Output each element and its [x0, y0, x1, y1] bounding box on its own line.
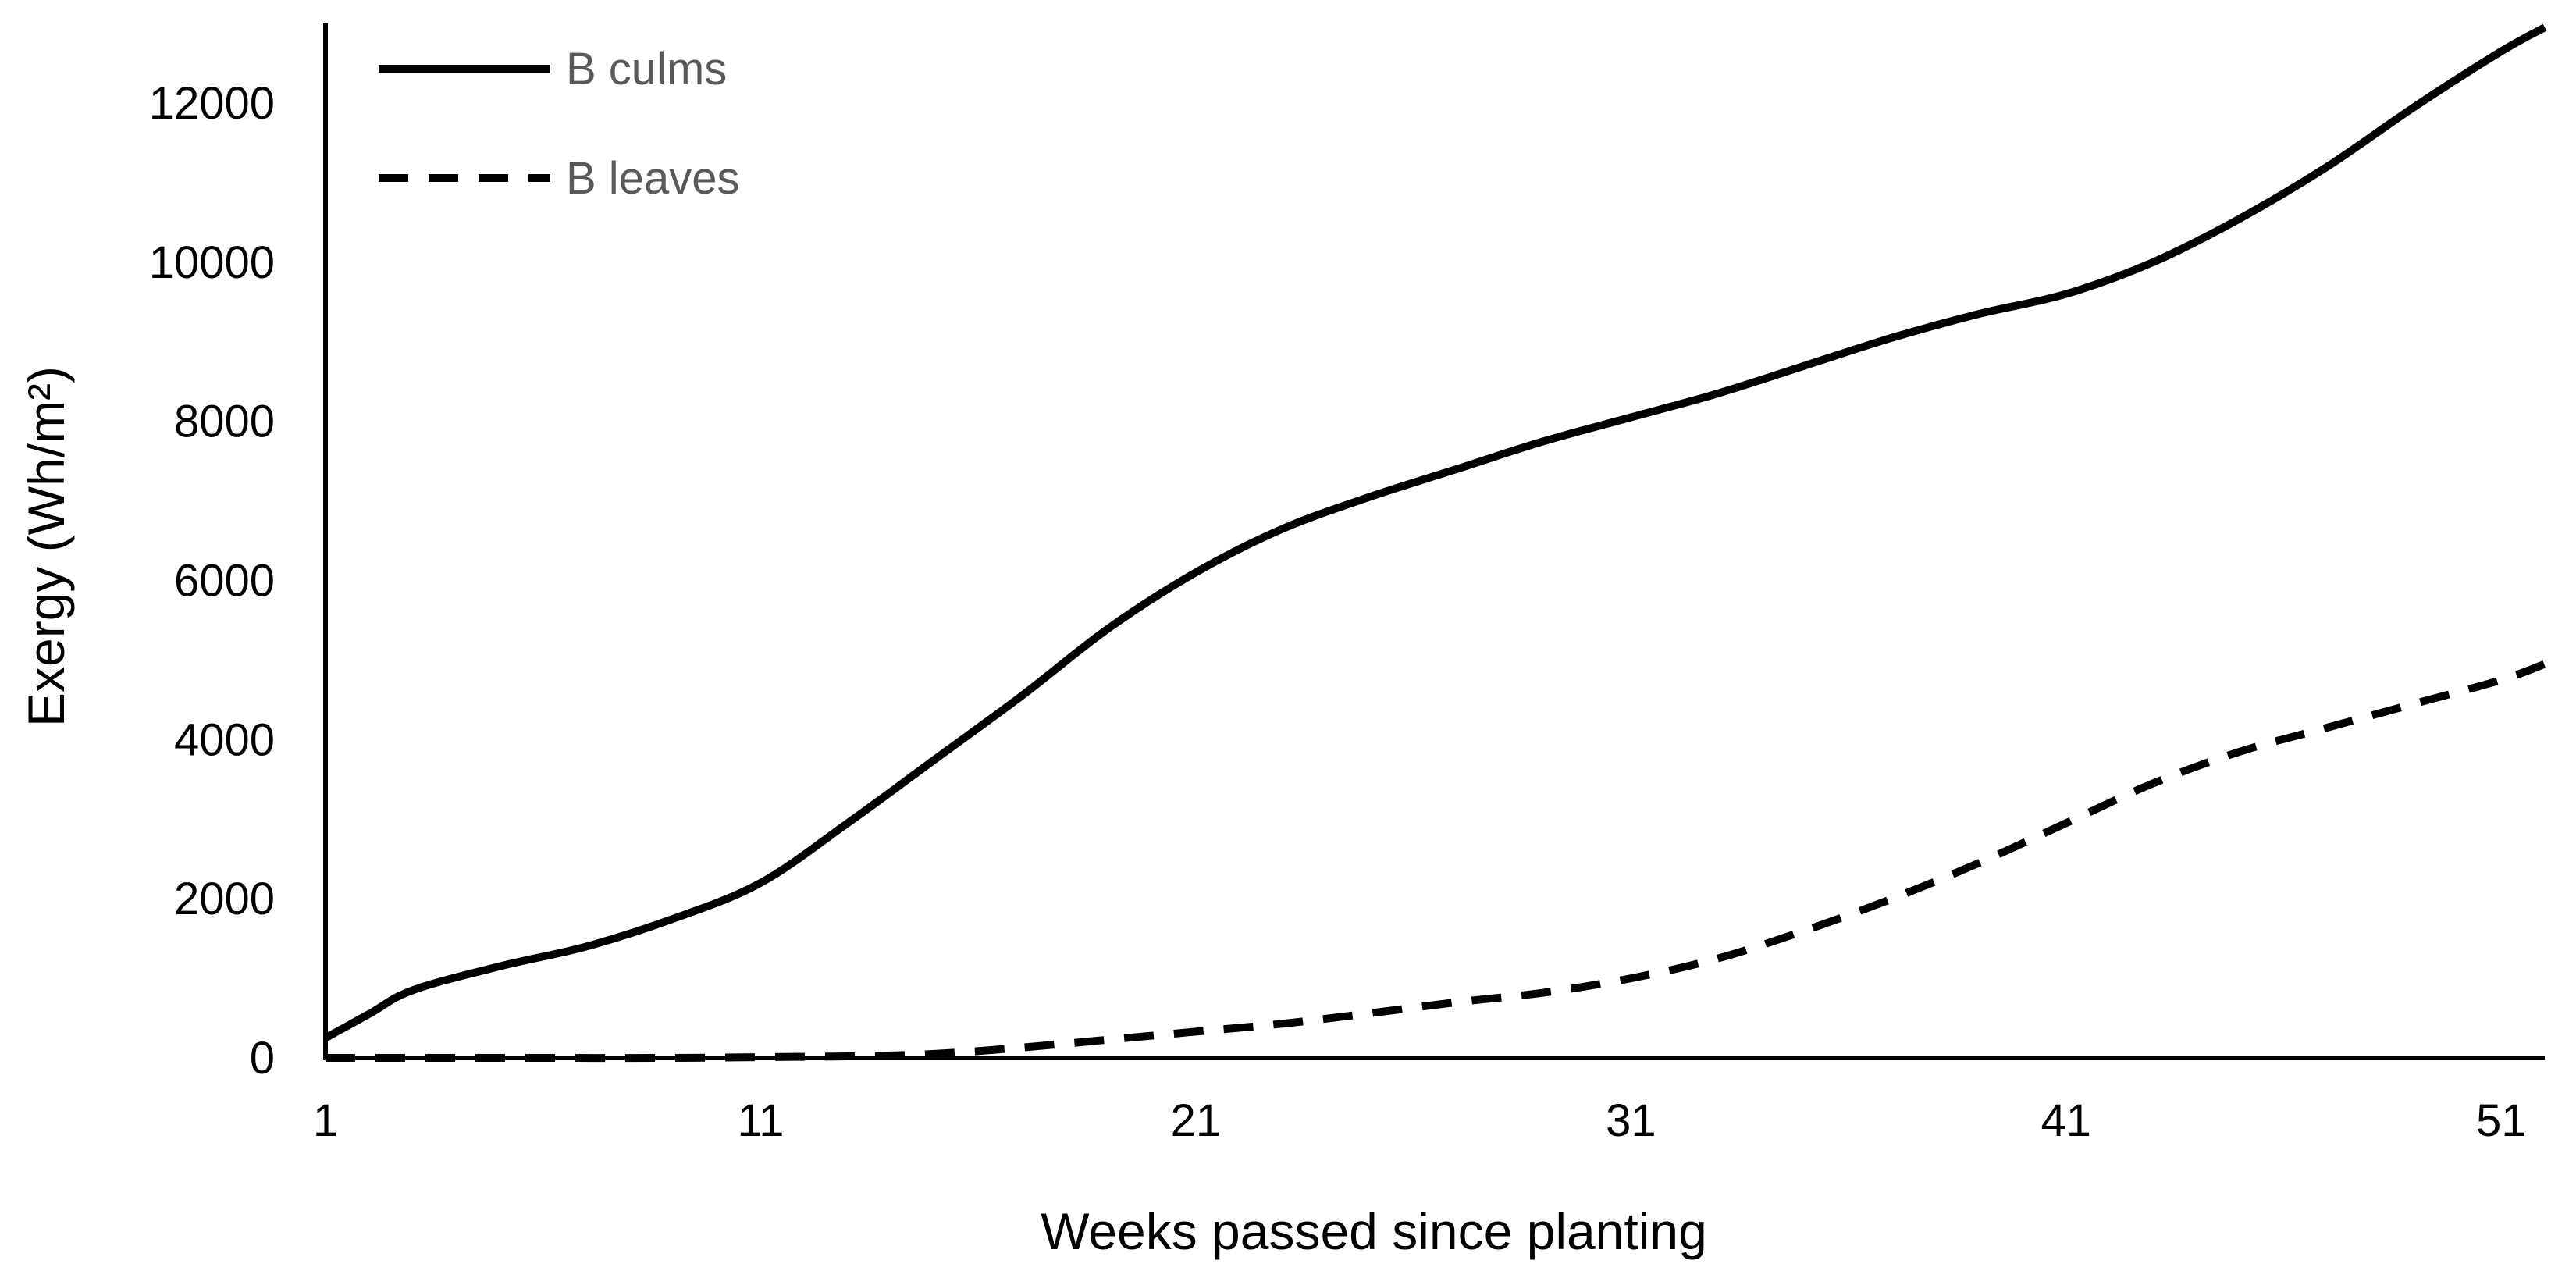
series-line-2: [325, 660, 2546, 1063]
y-tick-labels: 0 2000 4000 6000 8000 10000 12000: [149, 78, 275, 1084]
x-tick-labels: 1 11 21 31 41 51: [313, 1095, 2527, 1146]
x-tick-label: 31: [1606, 1095, 1656, 1146]
x-tick-label: 21: [1171, 1095, 1222, 1146]
y-tick-label: 10000: [149, 237, 275, 288]
legend-label-1: B culms: [566, 44, 727, 94]
x-tick-label: 51: [2476, 1095, 2527, 1146]
x-tick-label: 41: [2041, 1095, 2092, 1146]
y-tick-label: 6000: [174, 555, 275, 606]
legend-label-2: B leaves: [566, 153, 739, 204]
x-axis-title: Weeks passed since planting: [1041, 1202, 1707, 1260]
x-tick-label: 1: [313, 1095, 338, 1146]
y-tick-label: 8000: [174, 397, 275, 447]
legend: B culms B leaves: [379, 44, 739, 204]
x-tick-label: 11: [737, 1095, 784, 1146]
y-tick-label: 12000: [149, 78, 275, 129]
y-tick-label: 2000: [174, 874, 275, 924]
series-line-1: [323, 23, 2547, 1041]
axes: [323, 23, 2545, 1060]
y-tick-label: 0: [250, 1033, 275, 1084]
y-axis-title: Exergy (Wh/m²): [17, 366, 75, 727]
y-tick-label: 4000: [174, 714, 275, 765]
